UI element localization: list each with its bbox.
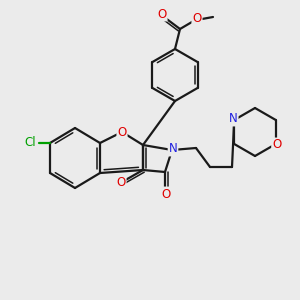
Text: O: O xyxy=(117,127,127,140)
Text: O: O xyxy=(272,139,281,152)
Text: O: O xyxy=(116,176,126,190)
Text: N: N xyxy=(229,112,238,125)
Text: O: O xyxy=(158,8,166,20)
Text: N: N xyxy=(169,142,177,155)
Text: O: O xyxy=(161,188,171,200)
Text: O: O xyxy=(192,11,202,25)
Text: Cl: Cl xyxy=(24,136,36,149)
